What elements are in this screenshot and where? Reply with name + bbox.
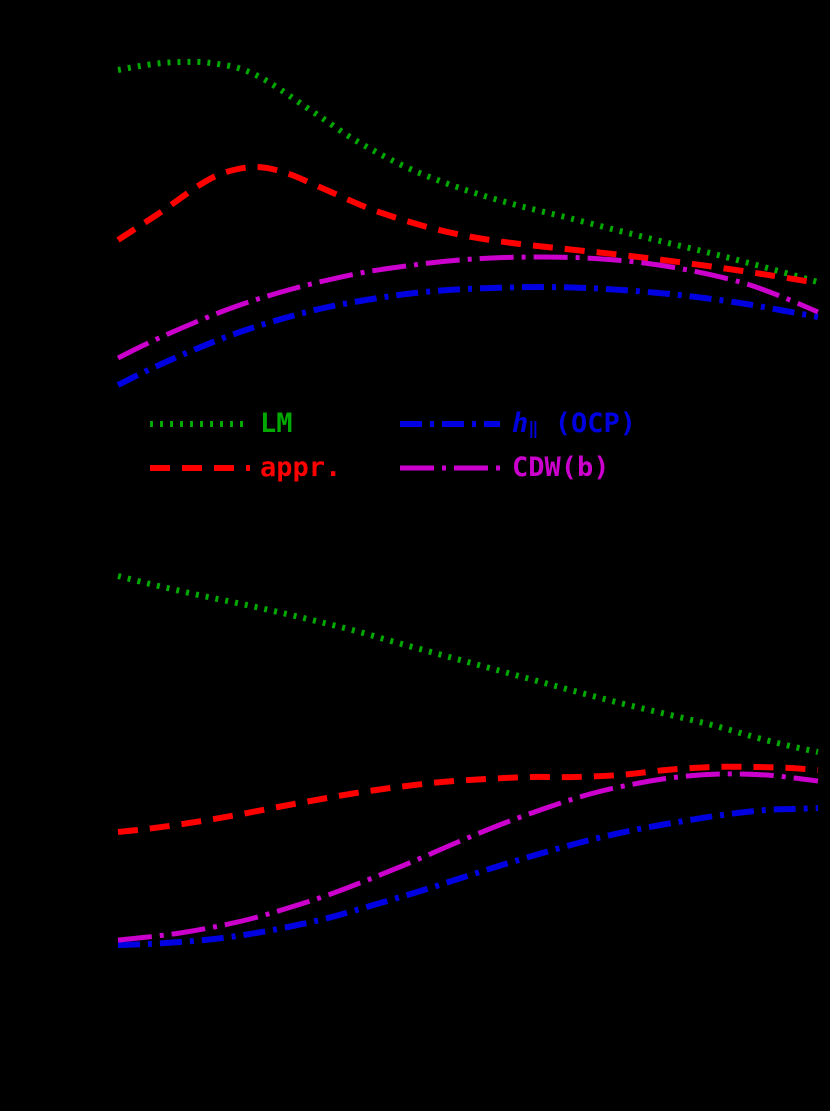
curve-cdw-b <box>116 254 819 361</box>
curve-h-ocp <box>117 805 819 948</box>
curve-cdw-b <box>117 771 819 943</box>
curve-lm <box>117 573 819 755</box>
upper-panel <box>0 0 830 500</box>
legend-label-cdw-b: CDW(b) <box>512 452 610 483</box>
legend-label-appr: appr. <box>260 452 341 483</box>
legend-label-lm: LM <box>260 408 293 439</box>
lower-panel-plot-area <box>117 573 819 948</box>
lower-panel <box>0 500 830 1111</box>
curve-appr <box>116 164 819 286</box>
curve-lm <box>117 58 819 285</box>
legend: LM appr. h‖ (OCP) CDW(b) <box>120 398 720 486</box>
legend-label-subscript: ‖ <box>528 419 538 439</box>
curve-h-ocp <box>116 284 819 388</box>
curve-appr <box>117 763 819 835</box>
upper-panel-plot-area <box>116 58 819 388</box>
legend-label-hpar-ocp: h‖ (OCP) <box>512 408 636 439</box>
legend-content: LM appr. h‖ (OCP) CDW(b) <box>150 408 636 483</box>
